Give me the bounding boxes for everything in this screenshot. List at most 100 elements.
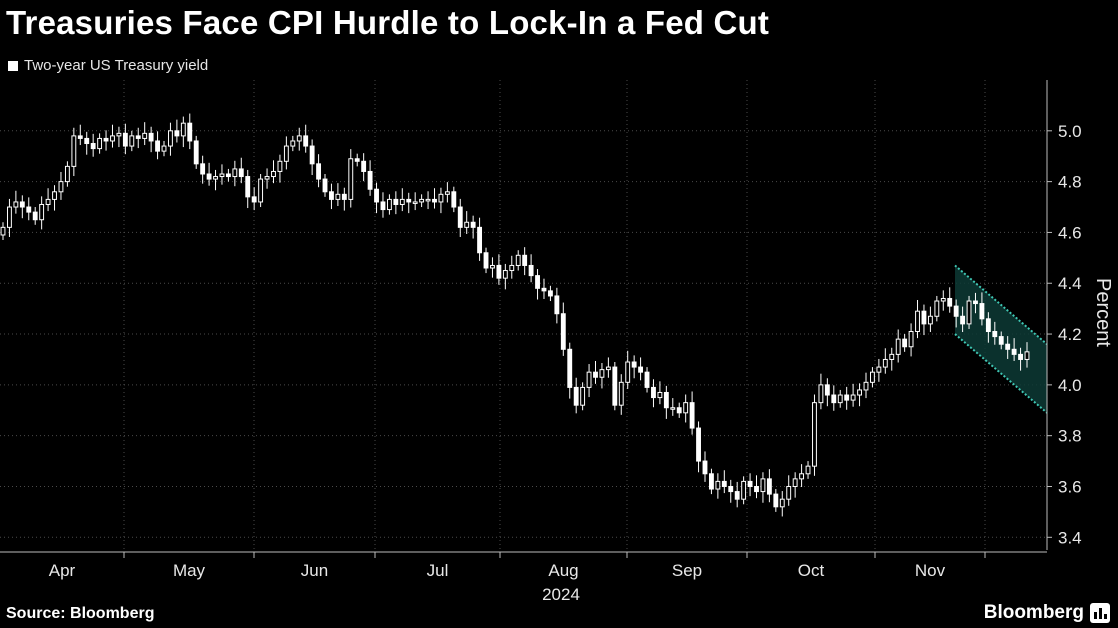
candle-body (122, 132, 128, 147)
candle-body (271, 170, 276, 178)
x-tick-label: Oct (798, 561, 825, 580)
candle-body (760, 478, 766, 493)
candle-body (232, 168, 238, 178)
x-axis: Apr May Jun Jul Aug Sep Oct Nov 2024 (0, 551, 1047, 604)
y-tick-label: 5.0 (1058, 122, 1082, 141)
candle-body (805, 465, 811, 475)
y-tick-label: 4.0 (1058, 376, 1082, 395)
candle-body (251, 196, 257, 203)
bar-chart-icon (1090, 603, 1110, 623)
candle-body (309, 145, 315, 165)
candle-body (206, 173, 212, 180)
candle-body (960, 315, 966, 325)
candle-body (734, 491, 740, 500)
candle-body (361, 160, 367, 172)
candle-body (560, 313, 566, 350)
candle-body (638, 366, 644, 373)
candle-body (599, 369, 605, 378)
candle-body (947, 297, 953, 307)
candle-body (766, 478, 772, 495)
candle-body (341, 193, 347, 200)
candle-body (631, 361, 637, 368)
candle-body (605, 366, 611, 371)
candle-body (303, 135, 309, 147)
candle-body (818, 384, 824, 404)
candle-body (45, 198, 51, 205)
candle-body (148, 132, 154, 142)
candle-body (696, 427, 701, 462)
candle-body (290, 140, 296, 147)
candle-body (683, 402, 689, 414)
candle-body (451, 191, 457, 208)
candle-body (580, 386, 586, 406)
candle-body (52, 191, 57, 200)
candle-body (283, 145, 289, 162)
legend: Two-year US Treasury yield (8, 57, 208, 74)
candle-body (837, 394, 843, 404)
candle-body (824, 384, 830, 396)
candle-body (168, 130, 173, 147)
candle-body (831, 394, 837, 404)
candle-body (187, 122, 193, 142)
candle-body (58, 181, 64, 193)
candle-body (0, 226, 6, 236)
bloomberg-logo: Bloomberg (984, 602, 1110, 624)
candle-body (908, 331, 914, 348)
candle-body (193, 140, 199, 165)
candle-body (219, 173, 225, 178)
candle-body (213, 176, 218, 180)
candle-body (406, 198, 412, 203)
candle-body (110, 135, 115, 142)
candle-body (1005, 343, 1011, 350)
candle-body (438, 193, 444, 203)
candle-body (135, 135, 141, 139)
candle-body (509, 264, 515, 272)
candle-body (663, 391, 669, 409)
candle-body (90, 143, 96, 150)
candle-body (470, 221, 476, 228)
candle-body (708, 473, 714, 490)
candle-body (496, 264, 502, 279)
candle-body (84, 137, 90, 145)
candle-body (348, 158, 354, 200)
candle-body (386, 198, 392, 211)
candle-body (399, 198, 405, 205)
candle-body (354, 158, 360, 162)
candle-body (367, 170, 373, 190)
candle-body (799, 473, 805, 480)
y-axis-title: Percent (1092, 278, 1114, 347)
candle-body (464, 221, 470, 228)
candle-body (32, 211, 38, 221)
candle-body (155, 140, 160, 152)
candle-body (992, 331, 998, 338)
y-tick-label: 3.6 (1058, 477, 1082, 496)
candle-body (876, 366, 882, 373)
candle-body (593, 371, 598, 378)
candle-body (554, 295, 560, 315)
candle-body (715, 480, 721, 490)
candle-body (754, 485, 759, 493)
candle-body (245, 176, 251, 198)
candle-body (393, 198, 399, 205)
candle-body (728, 485, 734, 493)
candle-body (966, 300, 972, 325)
candle-body (444, 191, 450, 195)
candle-body (238, 168, 244, 178)
candle-body (515, 254, 521, 266)
candle-body (264, 176, 270, 180)
candle-body (116, 132, 122, 137)
candle-body (812, 402, 817, 467)
candle-body (97, 137, 103, 150)
candle-body (142, 132, 148, 139)
candle-body (670, 407, 676, 410)
candle-body (374, 188, 379, 203)
candle-body (77, 135, 83, 139)
candle-body (19, 201, 25, 208)
candle-body (200, 163, 206, 175)
candle-body (792, 478, 798, 487)
y-tick-label: 4.8 (1058, 173, 1082, 192)
candle-body (625, 361, 631, 383)
candle-body (490, 264, 495, 269)
candle-body (934, 300, 940, 317)
candle-body (850, 394, 856, 401)
